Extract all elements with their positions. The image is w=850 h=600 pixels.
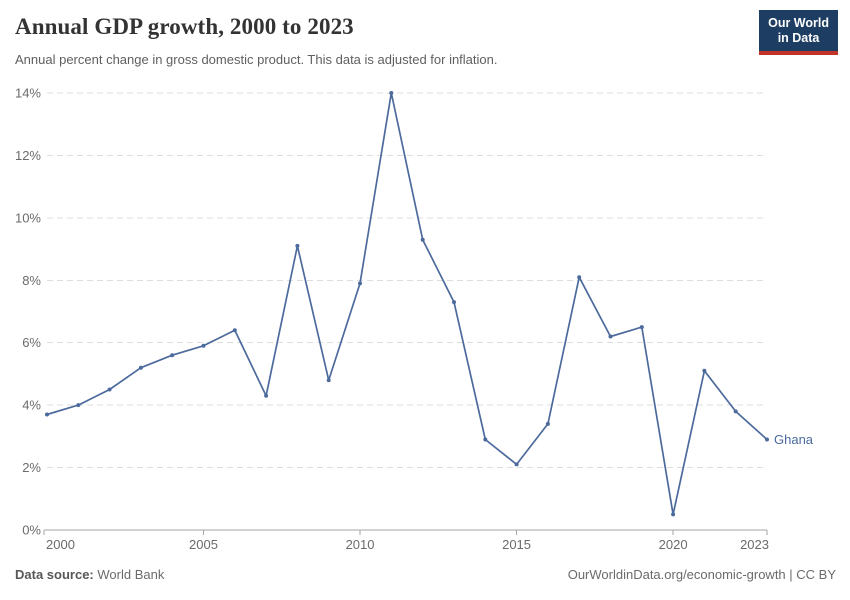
data-point — [107, 387, 112, 392]
data-point — [45, 412, 49, 417]
y-tick-label: 0% — [22, 523, 41, 538]
data-point — [358, 281, 362, 286]
data-point — [577, 275, 582, 280]
data-point — [170, 353, 175, 358]
data-point — [295, 243, 300, 248]
y-tick-label: 12% — [15, 148, 41, 163]
y-tick-label: 2% — [22, 460, 41, 475]
data-source: Data source: World Bank — [15, 567, 164, 582]
logo-text-line2: in Data — [777, 31, 820, 45]
y-tick-label: 6% — [22, 335, 41, 350]
data-point — [639, 325, 644, 330]
y-tick-label: 10% — [15, 210, 41, 225]
data-source-value: World Bank — [97, 567, 165, 582]
data-point — [671, 512, 676, 517]
x-tick-label: 2015 — [502, 537, 531, 552]
y-tick-label: 8% — [22, 273, 41, 288]
x-tick-label: 2020 — [659, 537, 688, 552]
owid-logo[interactable]: Our World in Data — [759, 10, 838, 55]
x-tick-label: 2005 — [189, 537, 218, 552]
data-point — [420, 237, 425, 242]
data-point — [232, 328, 237, 333]
data-point — [389, 91, 394, 95]
ghana-line — [46, 92, 768, 516]
data-point — [452, 300, 456, 305]
data-point — [76, 403, 81, 408]
logo-text-line1: Our World — [768, 16, 829, 30]
data-point — [201, 343, 206, 348]
data-point — [733, 409, 738, 414]
gdp-line-chart: 0% 2% 4% 6% 8% 10% 12% 14% 2000 2005 2010 2015 2020 2… — [15, 86, 814, 553]
data-point — [326, 378, 331, 383]
series-end-label: Ghana — [774, 432, 814, 447]
data-point — [483, 437, 488, 442]
data-source-label: Data source: — [15, 567, 94, 582]
data-point — [264, 393, 269, 398]
attribution-link[interactable]: OurWorldinData.org/economic-growth | CC … — [567, 567, 836, 582]
page-title: Annual GDP growth, 2000 to 2023 — [15, 14, 354, 39]
data-point — [514, 462, 519, 467]
data-point — [138, 365, 143, 370]
y-tick-label: 14% — [15, 86, 41, 101]
page-subtitle: Annual percent change in gross domestic … — [15, 52, 498, 67]
y-tick-label: 4% — [22, 398, 41, 413]
data-point — [608, 334, 613, 339]
chart-footer: Data source: World Bank OurWorldinData.o… — [15, 567, 836, 582]
x-tick-label: 2000 — [46, 537, 75, 552]
x-tick-label: 2023 — [740, 537, 769, 552]
data-point — [545, 421, 550, 426]
data-point — [765, 437, 769, 442]
x-tick-label: 2010 — [346, 537, 375, 552]
data-point — [702, 368, 707, 373]
